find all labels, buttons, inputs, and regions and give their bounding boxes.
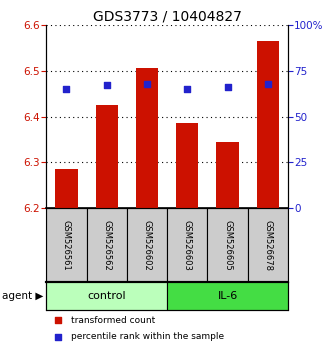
Text: GSM526561: GSM526561 <box>62 220 71 270</box>
Point <box>265 81 270 86</box>
Text: GSM526605: GSM526605 <box>223 220 232 270</box>
Bar <box>248 209 288 282</box>
Text: agent ▶: agent ▶ <box>2 291 43 301</box>
Bar <box>216 142 239 209</box>
Title: GDS3773 / 10404827: GDS3773 / 10404827 <box>93 10 242 24</box>
Point <box>56 334 61 339</box>
Bar <box>257 41 279 209</box>
Point <box>64 86 69 92</box>
Text: control: control <box>87 291 126 301</box>
Bar <box>167 209 208 282</box>
Point <box>225 84 230 90</box>
Point <box>144 81 150 86</box>
Bar <box>87 209 127 282</box>
Bar <box>208 209 248 282</box>
Text: GSM526602: GSM526602 <box>143 220 152 270</box>
Bar <box>96 105 118 209</box>
Text: transformed count: transformed count <box>71 316 155 325</box>
Bar <box>167 282 288 310</box>
Bar <box>127 209 167 282</box>
Point <box>185 86 190 92</box>
Bar <box>46 209 87 282</box>
Bar <box>46 282 167 310</box>
Text: percentile rank within the sample: percentile rank within the sample <box>71 332 224 341</box>
Text: GSM526678: GSM526678 <box>263 219 272 270</box>
Bar <box>55 169 77 209</box>
Bar <box>176 124 198 209</box>
Text: GSM526603: GSM526603 <box>183 220 192 270</box>
Bar <box>136 68 158 209</box>
Text: IL-6: IL-6 <box>217 291 238 301</box>
Text: GSM526562: GSM526562 <box>102 220 111 270</box>
Point <box>104 82 109 88</box>
Point <box>56 318 61 323</box>
